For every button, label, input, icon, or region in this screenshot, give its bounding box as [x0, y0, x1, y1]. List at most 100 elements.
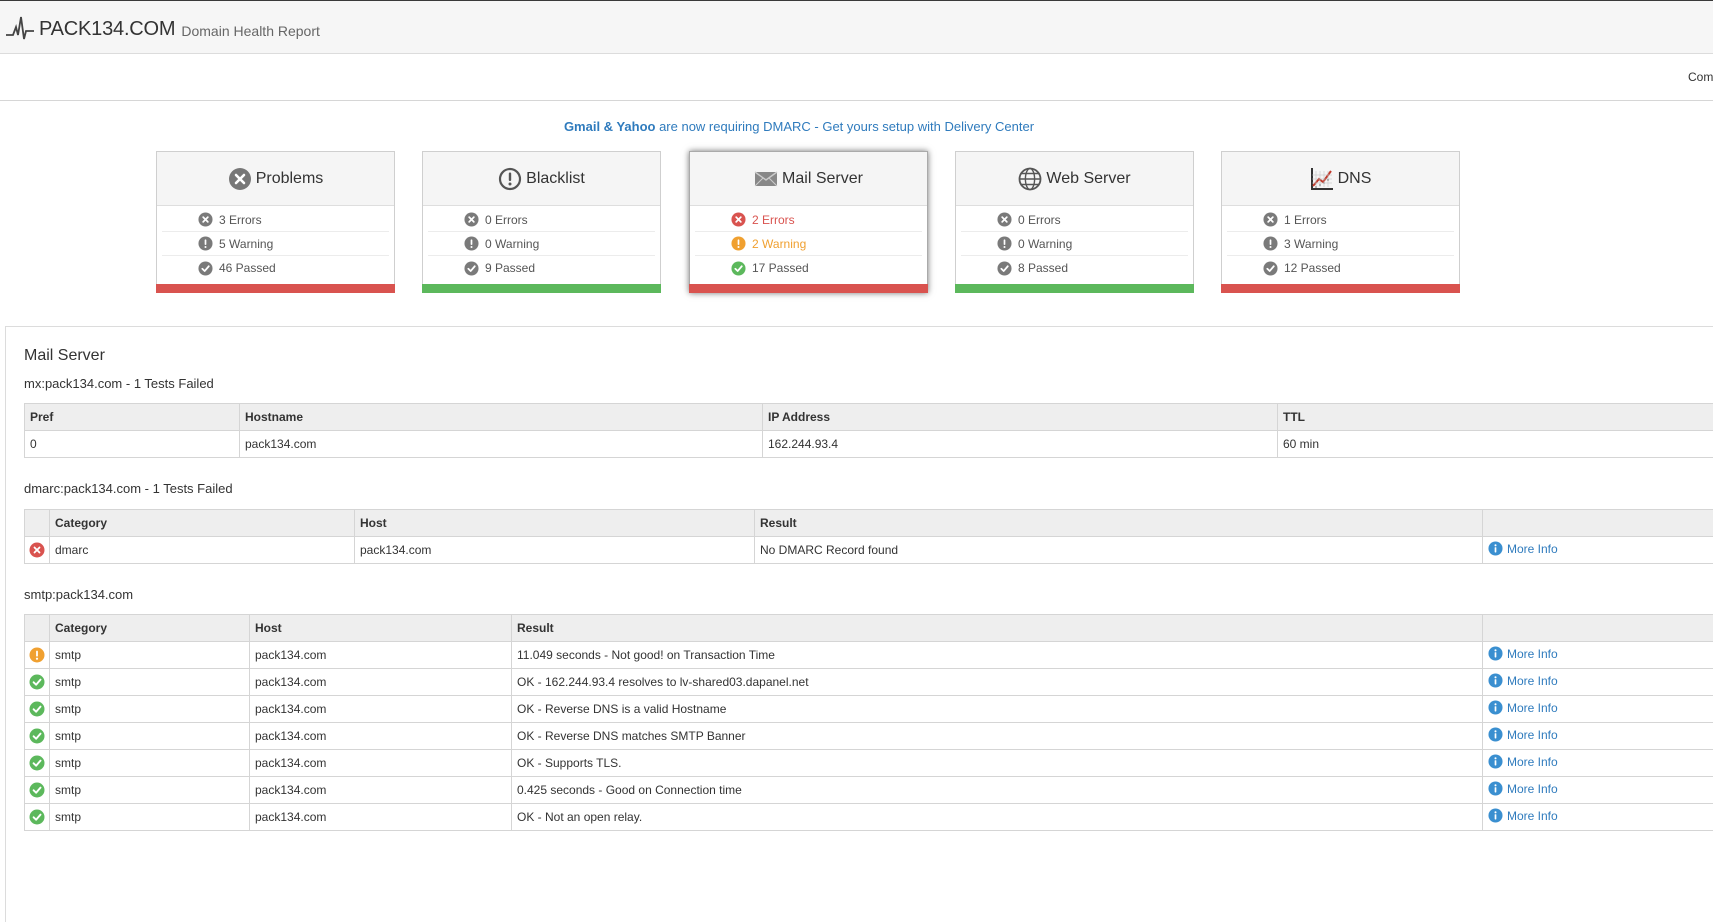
- errors-stat: 0 Errors: [961, 208, 1188, 232]
- host-cell: pack134.com: [249, 668, 512, 696]
- status-bar: [1221, 284, 1460, 293]
- info-icon: [1488, 781, 1503, 796]
- info-icon: [1488, 646, 1503, 661]
- info-icon: [1488, 754, 1503, 769]
- smtp-col-info: [1482, 614, 1713, 642]
- errors-count: 1 Errors: [1284, 212, 1327, 227]
- envelope-icon: [754, 170, 778, 186]
- summary-card-blacklist[interactable]: Blacklist 0 Errors 0 Warning 9 Passed: [422, 151, 661, 293]
- category-cell: smtp: [49, 641, 250, 669]
- check-icon: [29, 728, 45, 744]
- exclamation-icon: [997, 236, 1012, 251]
- warning-icon: [731, 236, 746, 251]
- mx-col-ip[interactable]: IP Address: [762, 403, 1278, 431]
- passed-stat: 9 Passed: [428, 256, 655, 280]
- passed-count: 12 Passed: [1284, 261, 1341, 275]
- x-circle-icon: [228, 167, 251, 190]
- check-circle-icon: [1263, 260, 1278, 276]
- host-cell: pack134.com: [249, 641, 512, 669]
- check-circle-icon: [198, 260, 213, 276]
- card-title: DNS: [1337, 169, 1372, 187]
- warnings-count: 0 Warning: [1018, 236, 1073, 251]
- info-icon: [1488, 541, 1503, 556]
- warnings-stat: 0 Warning: [428, 232, 655, 256]
- info-cell: More Info: [1482, 722, 1713, 750]
- info-cell: More Info: [1482, 536, 1713, 564]
- check-icon: [29, 755, 45, 771]
- pulse-logo-icon: [6, 16, 34, 40]
- more-info-label: More Info: [1507, 781, 1558, 796]
- more-info-label: More Info: [1507, 700, 1558, 715]
- globe-icon: [1019, 167, 1042, 190]
- errors-stat: 0 Errors: [428, 208, 655, 232]
- category-cell: dmarc: [49, 536, 355, 564]
- more-info-link[interactable]: More Info: [1488, 781, 1558, 796]
- check-icon: [29, 809, 45, 825]
- status-bar: [156, 284, 395, 293]
- summary-card-web-server[interactable]: Web Server 0 Errors 0 Warning 8 Passed: [955, 151, 1194, 293]
- smtp-col-result[interactable]: Result: [511, 614, 1483, 642]
- warnings-stat: 2 Warning: [695, 232, 922, 256]
- smtp-col-host[interactable]: Host: [249, 614, 512, 642]
- category-cell: smtp: [49, 749, 250, 777]
- more-info-link[interactable]: More Info: [1488, 646, 1558, 661]
- errors-count: 0 Errors: [1018, 212, 1061, 227]
- check-icon: [29, 701, 45, 717]
- table-row: smtp pack134.com OK - Reverse DNS matches …: [24, 722, 1713, 750]
- dmarc-col-category[interactable]: Category: [49, 509, 355, 537]
- card-title: Blacklist: [526, 169, 585, 187]
- warnings-stat: 5 Warning: [162, 232, 389, 256]
- more-info-link[interactable]: More Info: [1488, 700, 1558, 715]
- summary-card-mail-server[interactable]: Mail Server 2 Errors 2 Warning 17 Passed: [689, 151, 928, 293]
- dmarc-promo-banner[interactable]: Gmail & Yahoo are now requiring DMARC - …: [0, 119, 1598, 134]
- host-cell: pack134.com: [249, 722, 512, 750]
- info-icon: [1488, 673, 1503, 688]
- warnings-count: 0 Warning: [485, 236, 540, 251]
- passed-stat: 12 Passed: [1227, 256, 1454, 280]
- dmarc-col-result[interactable]: Result: [754, 509, 1483, 537]
- check-icon: [29, 674, 45, 690]
- more-info-link[interactable]: More Info: [1488, 541, 1558, 556]
- mx-pref: 0: [24, 430, 240, 458]
- status-cell: [24, 668, 50, 696]
- warnings-count: 3 Warning: [1284, 236, 1339, 251]
- more-info-label: More Info: [1507, 673, 1558, 688]
- warnings-stat: 3 Warning: [1227, 232, 1454, 256]
- errors-stat: 3 Errors: [162, 208, 389, 232]
- passed-count: 17 Passed: [752, 261, 809, 275]
- card-title: Mail Server: [782, 169, 863, 187]
- passed-count: 46 Passed: [219, 261, 276, 275]
- mx-col-pref[interactable]: Pref: [24, 403, 240, 431]
- brand[interactable]: PACK134.COM Domain Health Report: [6, 15, 320, 41]
- dmarc-col-status: [24, 509, 50, 537]
- table-row: smtp pack134.com 0.425 seconds - Good on C…: [24, 776, 1713, 804]
- status-bar: [955, 284, 1194, 293]
- more-info-link[interactable]: More Info: [1488, 727, 1558, 742]
- summary-card-problems[interactable]: Problems 3 Errors 5 Warning 46 Passed: [156, 151, 395, 293]
- info-cell: More Info: [1482, 695, 1713, 723]
- more-info-link[interactable]: More Info: [1488, 808, 1558, 823]
- summary-card-dns[interactable]: DNS 1 Errors 3 Warning 12 Passed: [1221, 151, 1460, 293]
- passed-stat: 17 Passed: [695, 256, 922, 280]
- status-cell: [24, 536, 50, 564]
- smtp-col-category[interactable]: Category: [49, 614, 250, 642]
- more-info-link[interactable]: More Info: [1488, 673, 1558, 688]
- card-stats: 2 Errors 2 Warning 17 Passed: [690, 206, 927, 280]
- mx-col-hostname[interactable]: Hostname: [239, 403, 763, 431]
- nav-link-partial[interactable]: Com: [1688, 70, 1713, 84]
- error-icon: [731, 212, 746, 227]
- smtp-table: Category Host Result smtp pack134.com 11.0…: [24, 614, 1713, 831]
- dmarc-subtitle: dmarc:pack134.com - 1 Tests Failed: [24, 481, 233, 496]
- more-info-link[interactable]: More Info: [1488, 754, 1558, 769]
- results-panel: [5, 326, 1713, 922]
- mx-col-ttl[interactable]: TTL: [1277, 403, 1713, 431]
- errors-count: 0 Errors: [485, 212, 528, 227]
- section-title: Mail Server: [24, 347, 105, 364]
- result-cell: 11.049 seconds - Not good! on Transactio…: [511, 641, 1483, 669]
- card-header: Web Server: [956, 152, 1193, 206]
- passed-stat: 8 Passed: [961, 256, 1188, 280]
- banner-strong-text: Gmail & Yahoo: [563, 119, 656, 134]
- mx-subtitle: mx:pack134.com - 1 Tests Failed: [24, 376, 214, 391]
- mx-table: Pref Hostname IP Address TTL 0 pack134.c…: [24, 403, 1713, 458]
- dmarc-col-host[interactable]: Host: [354, 509, 755, 537]
